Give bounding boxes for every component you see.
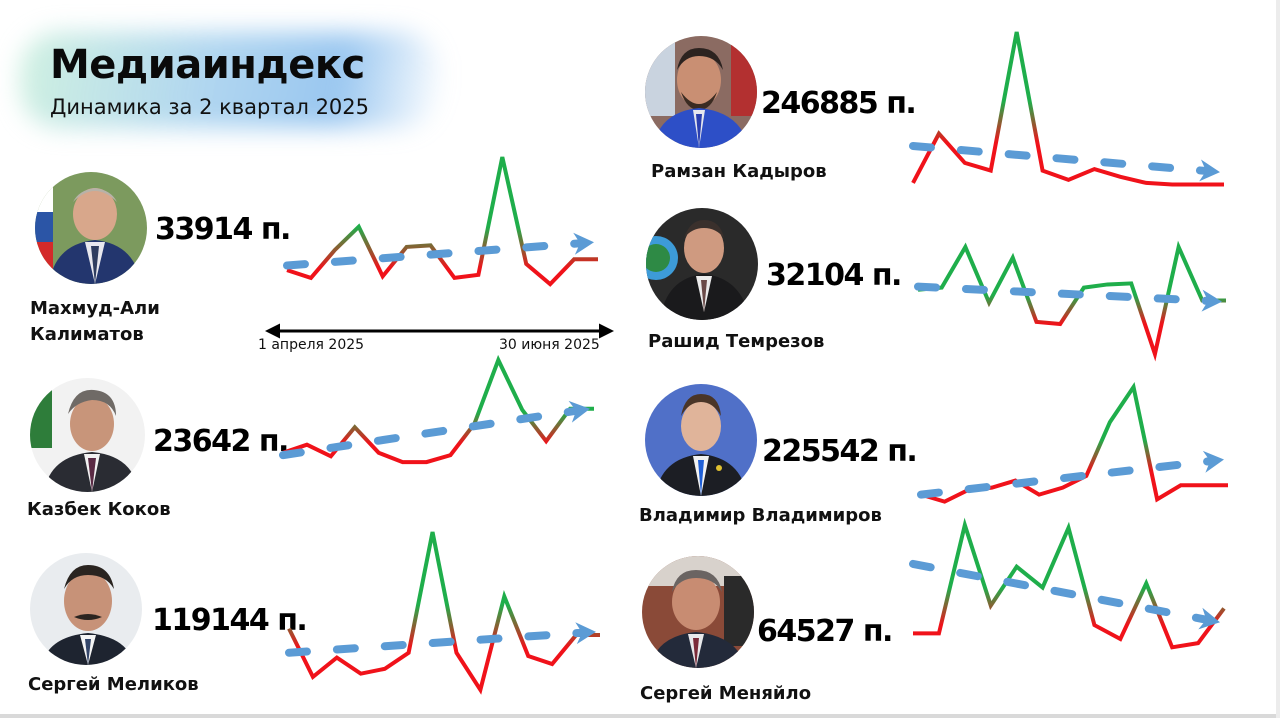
name-temrezov: Рашид Темрезов	[648, 331, 825, 352]
score-kokov: 23642 п.	[153, 424, 289, 459]
score-kadyrov: 246885 п.	[761, 86, 917, 121]
sparkline-menyaylo	[909, 517, 1226, 650]
avatar-vladimirov	[645, 384, 757, 496]
avatar-kokov	[30, 378, 145, 492]
avatar-menyaylo	[642, 556, 754, 668]
index-line	[920, 381, 1228, 504]
name-menyaylo: Сергей Меняйло	[640, 683, 812, 704]
score-temrezov: 32104 п.	[766, 258, 902, 293]
right-border	[1276, 0, 1280, 718]
name-melikov: Сергей Меликов	[28, 674, 199, 695]
score-kalimatov: 33914 п.	[155, 212, 291, 247]
avatar-melikov	[30, 553, 142, 665]
sparkline-melikov	[285, 531, 600, 695]
name-kalimatov-line1: Махмуд-Али	[30, 298, 160, 319]
index-line	[282, 354, 594, 465]
avatar-kalimatov	[35, 172, 147, 284]
page-title: Медиаиндекс	[50, 42, 365, 88]
bottom-border	[0, 714, 1280, 718]
index-line	[913, 517, 1226, 650]
sparkline-kalimatov	[283, 156, 598, 287]
name-kalimatov: Махмуд-Али Калиматов	[30, 296, 160, 348]
index-line	[287, 531, 600, 695]
page-subtitle: Динамика за 2 квартал 2025	[50, 95, 370, 119]
sparkline-kadyrov	[909, 31, 1224, 187]
trend-line	[914, 282, 1212, 305]
trend-line	[909, 559, 1210, 624]
trend-line	[917, 457, 1214, 499]
score-menyaylo: 64527 п.	[757, 614, 893, 649]
trend-arrow-icon	[573, 232, 594, 255]
trend-arrow-icon	[568, 400, 590, 423]
trend-arrow-icon	[1201, 289, 1222, 312]
axis-end-label: 30 июня 2025	[499, 337, 600, 353]
index-line	[911, 31, 1224, 187]
avatar-temrezov	[646, 208, 758, 320]
name-kokov: Казбек Коков	[27, 499, 171, 520]
name-vladimirov: Владимир Владимиров	[639, 505, 882, 526]
trend-line	[283, 239, 584, 270]
score-melikov: 119144 п.	[152, 603, 308, 638]
trend-arrow-icon	[1198, 607, 1220, 630]
trend-line	[279, 406, 580, 460]
title-highlight	[20, 32, 440, 128]
sparkline-kokov	[279, 354, 594, 465]
trend-arrow-icon	[1202, 450, 1224, 473]
score-vladimirov: 225542 п.	[762, 434, 918, 469]
axis-start-label: 1 апреля 2025	[258, 337, 365, 353]
sparkline-vladimirov	[917, 381, 1228, 504]
name-kadyrov: Рамзан Кадыров	[651, 161, 827, 182]
trend-line	[285, 628, 586, 657]
avatar-kadyrov	[645, 36, 757, 148]
index-line	[286, 156, 598, 287]
trend-line	[909, 141, 1210, 175]
trend-arrow-icon	[1199, 159, 1220, 182]
name-kalimatov-line2: Калиматов	[30, 324, 144, 345]
index-line	[917, 240, 1226, 362]
sparkline-temrezov	[914, 240, 1226, 362]
trend-arrow-icon	[575, 622, 596, 645]
